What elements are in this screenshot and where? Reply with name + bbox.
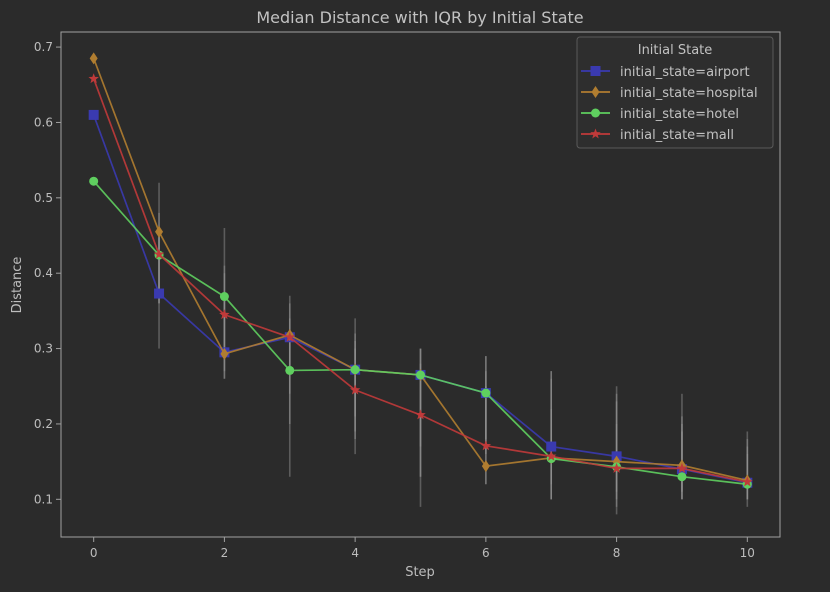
data-point [349, 384, 361, 395]
data-point [611, 462, 622, 473]
legend-marker [591, 108, 600, 118]
y-tick-label: 0.2 [34, 417, 53, 431]
data-point [284, 331, 295, 342]
y-tick-label: 0.3 [34, 342, 53, 356]
legend-marker [591, 86, 600, 98]
data-point [154, 288, 165, 299]
legend-box [576, 36, 774, 149]
data-point [285, 365, 295, 375]
legend-label: initial_state=airport [620, 65, 750, 80]
data-point [416, 370, 425, 380]
data-point [219, 292, 229, 302]
data-point [546, 441, 557, 452]
y-axis-label: Distance [10, 257, 25, 314]
legend-title: Initial State [638, 43, 713, 58]
data-point [677, 472, 687, 482]
data-point [480, 440, 492, 451]
x-tick-label: 10 [740, 546, 755, 560]
legend: Initial State initial_state=airportiniti… [576, 36, 774, 149]
y-tick-label: 0.6 [34, 115, 53, 129]
legend-marker [590, 66, 601, 76]
axes: 0 2 4 6 8 10 0.1 0.2 0.3 0.4 0.5 0.6 0.7 [34, 40, 755, 560]
data-point [415, 409, 426, 420]
x-tick-label: 4 [351, 546, 359, 560]
data-point [742, 476, 753, 487]
y-tick-label: 0.1 [34, 492, 53, 506]
legend-marker [590, 128, 601, 139]
data-point [220, 347, 229, 360]
x-tick-label: 2 [221, 546, 229, 560]
data-point [481, 460, 490, 473]
chart-title: Median Distance with IQR by Initial Stat… [256, 8, 583, 27]
data-point [88, 109, 99, 120]
legend-label: initial_state=hospital [620, 86, 758, 101]
x-tick-label: 0 [90, 546, 98, 560]
data-point [481, 388, 491, 398]
data-point [89, 176, 99, 186]
plot-frame [60, 31, 781, 538]
data-point [88, 73, 99, 84]
data-point [155, 225, 164, 238]
legend-label: initial_state=mall [620, 128, 734, 143]
legend-label: initial_state=hotel [620, 107, 739, 122]
plot-area [88, 52, 753, 515]
y-tick-label: 0.4 [34, 266, 53, 280]
data-point [153, 248, 165, 259]
data-point [350, 365, 360, 375]
y-tick-label: 0.5 [34, 191, 53, 205]
y-tick-label: 0.7 [34, 40, 53, 54]
x-tick-label: 6 [482, 546, 490, 560]
data-point [89, 52, 98, 65]
data-point [676, 462, 688, 473]
data-point [546, 450, 557, 461]
x-tick-label: 8 [613, 546, 621, 560]
data-point [219, 309, 230, 320]
x-axis-label: Step [405, 565, 435, 580]
